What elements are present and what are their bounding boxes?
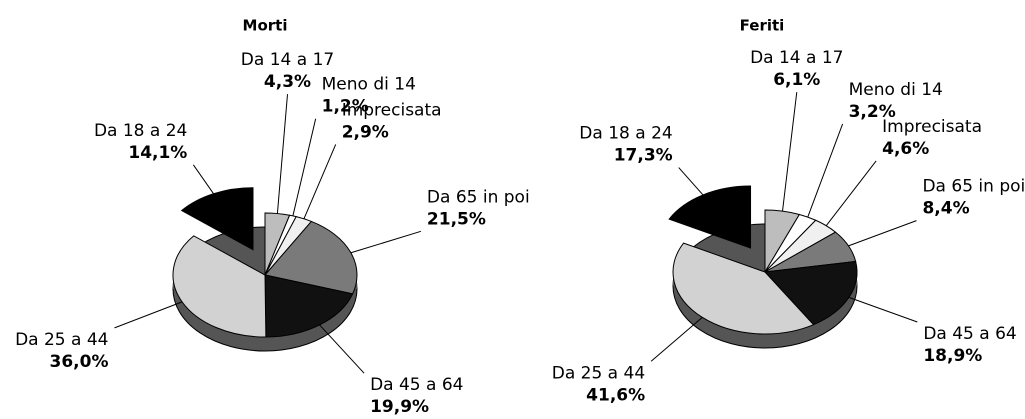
pie-slice [763,260,858,326]
slice-label: Da 65 in poi [922,177,1025,197]
leader-line [848,220,917,247]
pie-slice [668,185,752,249]
leader-line [848,296,918,323]
slice-value-label: 4,6% [882,139,929,159]
slice-value-label: 3,2% [849,102,896,122]
slice-label: Da 25 a 44 [552,363,645,383]
slice-value-label: 14,1% [128,143,187,163]
leader-line [303,144,337,220]
slice-value-label: 6,1% [773,70,820,90]
pie-slice [180,187,254,251]
slice-value-label: 18,9% [923,346,982,366]
slice-value-label: 4,3% [264,72,311,92]
slice-label: Da 18 a 24 [579,124,672,144]
pie-slice [172,235,267,338]
slice-label: Da 14 a 17 [241,50,334,70]
leader-line [292,118,317,217]
slice-label: Meno di 14 [849,80,943,100]
leader-line [678,167,704,196]
chart-title: Feriti [740,17,785,35]
leader-line [350,230,422,254]
slice-value-label: 1,2% [322,97,369,117]
slice-value-label: 19,9% [370,397,429,415]
leader-line [319,324,365,374]
chart-title: Morti [243,17,288,35]
pie-slice [672,242,815,335]
leader-line [192,164,214,194]
slice-label: Da 45 a 64 [370,375,463,395]
leader-line [782,92,798,212]
leader-line [650,316,703,362]
slice-value-label: 8,4% [922,199,969,219]
slice-value-label: 2,9% [342,122,389,142]
slice-label: Da 65 in poi [427,187,530,207]
slice-value-label: 41,6% [586,385,645,405]
slice-label: Da 25 a 44 [15,330,108,350]
pie-slice [264,274,354,338]
leader-line [276,94,289,214]
leader-line [114,301,183,329]
slice-label: Da 18 a 24 [94,121,187,141]
slice-label: Imprecisata [882,117,982,137]
slice-label: Meno di 14 [322,75,416,95]
slice-value-label: 36,0% [50,352,109,372]
slice-label: Da 14 a 17 [750,48,843,68]
leader-line [807,123,844,218]
slice-label: Imprecisata [342,100,442,120]
slice-label: Da 45 a 64 [923,324,1016,344]
leader-line [825,160,877,227]
slice-value-label: 17,3% [614,146,673,166]
slice-value-label: 21,5% [427,209,486,229]
